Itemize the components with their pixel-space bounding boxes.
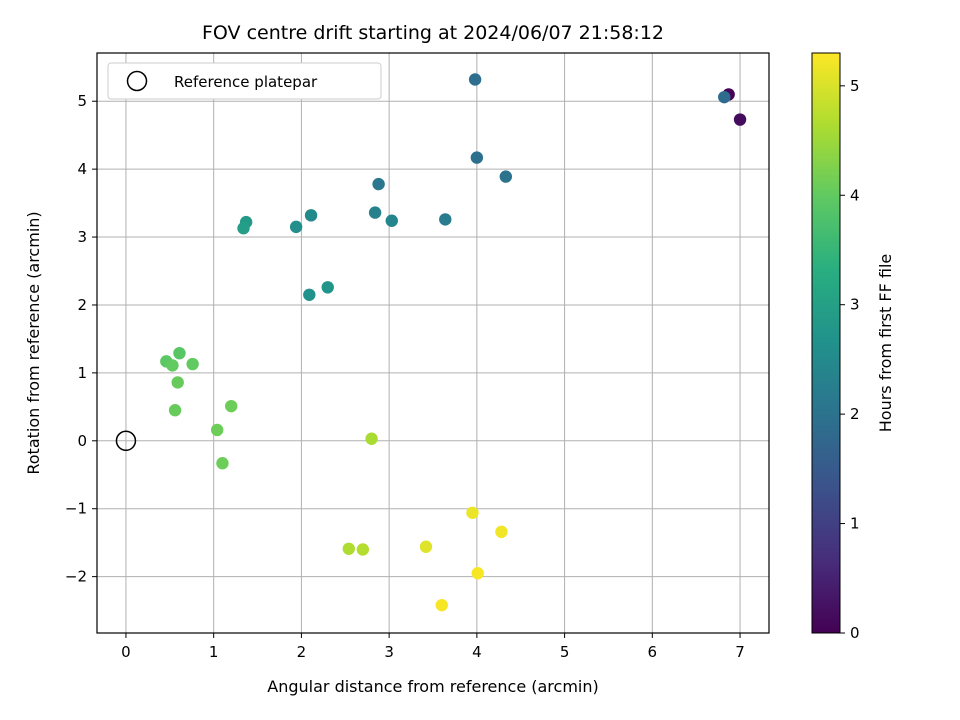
y-tick-label: 2 (77, 296, 87, 314)
y-tick-label: −2 (65, 568, 87, 586)
colorbar: 0 1 2 3 4 5 Hours from first FF file (811, 52, 895, 642)
data-point (289, 220, 303, 234)
x-tick-label: 3 (384, 643, 394, 661)
chart-title: FOV centre drift starting at 2024/06/07 … (202, 22, 664, 44)
grid-lines (97, 53, 769, 633)
y-axis-label: Rotation from reference (arcmin) (24, 211, 43, 474)
y-axis-ticks: −2 −1 0 1 2 3 4 5 (65, 92, 97, 586)
data-point (718, 90, 731, 104)
x-tick-label: 7 (735, 643, 745, 661)
x-tick-label: 0 (121, 643, 131, 661)
data-point (356, 543, 370, 556)
y-tick-label: 0 (77, 432, 87, 450)
legend-reference-marker (126, 70, 148, 92)
x-axis-label: Angular distance from reference (arcmin) (267, 677, 598, 696)
data-point (471, 567, 484, 580)
x-tick-label: 6 (648, 643, 658, 661)
colorbar-tick-label: 2 (850, 405, 860, 423)
data-point (186, 357, 199, 371)
legend-box (107, 62, 382, 100)
data-point (439, 213, 452, 226)
x-tick-label: 5 (560, 643, 570, 661)
colorbar-tick-label: 5 (850, 77, 860, 95)
y-tick-label: 4 (77, 160, 87, 178)
data-point (365, 432, 378, 445)
data-point (342, 542, 355, 555)
data-point (321, 281, 334, 294)
data-point (435, 598, 448, 612)
data-point (303, 288, 316, 301)
y-tick-label: −1 (65, 500, 87, 518)
data-point (216, 457, 229, 470)
data-point (372, 177, 385, 191)
data-point (210, 423, 224, 437)
data-point (166, 359, 179, 372)
colorbar-tick-label: 0 (850, 624, 860, 642)
colorbar-tick-label: 3 (850, 296, 860, 314)
data-point (385, 214, 398, 227)
colorbar-tick-label: 1 (850, 515, 860, 533)
data-point (495, 525, 508, 539)
data-point (368, 206, 382, 219)
data-point (225, 399, 238, 413)
data-point (304, 209, 318, 222)
y-tick-label: 3 (77, 228, 87, 246)
data-point (173, 346, 186, 360)
y-tick-label: 5 (77, 92, 87, 110)
data-point (733, 113, 747, 126)
x-tick-label: 4 (472, 643, 482, 661)
x-tick-label: 1 (209, 643, 219, 661)
legend-label: Reference platepar (174, 73, 318, 91)
data-point (237, 222, 250, 235)
data-points (160, 73, 747, 612)
data-point (468, 73, 482, 86)
x-axis-ticks: 0 1 2 3 4 5 6 7 (121, 633, 745, 661)
colorbar-gradient (811, 52, 841, 634)
colorbar-tick-label: 4 (850, 186, 860, 204)
data-point (466, 506, 479, 519)
data-point (168, 404, 182, 417)
data-point (470, 151, 484, 164)
reference-platepar-marker (115, 430, 137, 452)
data-point (499, 170, 513, 183)
x-tick-label: 2 (297, 643, 307, 661)
data-point (419, 540, 433, 553)
colorbar-ticks: 0 1 2 3 4 5 (840, 77, 860, 642)
reference-marker-layer (115, 430, 137, 452)
legend: Reference platepar (107, 62, 382, 100)
data-point (171, 376, 184, 389)
colorbar-label: Hours from first FF file (876, 254, 895, 433)
plot-frame (96, 52, 770, 634)
y-tick-label: 1 (77, 364, 87, 382)
